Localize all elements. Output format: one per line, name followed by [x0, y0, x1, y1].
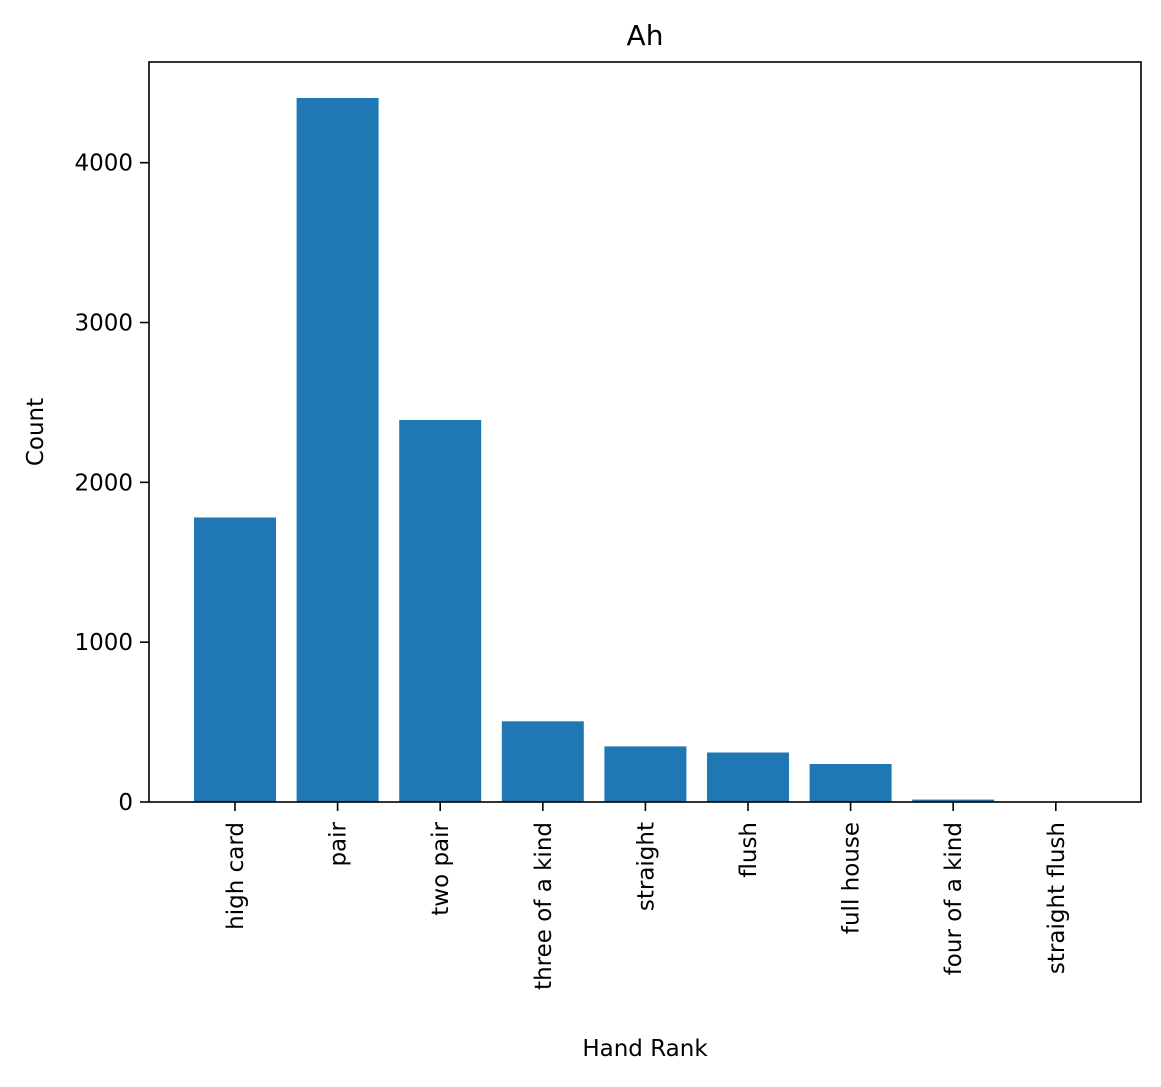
bar-flush	[707, 753, 789, 803]
x-tick-label: four of a kind	[941, 822, 967, 975]
y-tick-label: 2000	[74, 470, 133, 496]
x-tick-label: three of a kind	[531, 822, 557, 990]
chart-title: Ah	[627, 19, 664, 52]
x-tick-label: flush	[736, 822, 762, 878]
x-tick-label: straight flush	[1044, 822, 1070, 974]
x-tick-label: full house	[839, 822, 865, 934]
bar-straight	[604, 746, 686, 802]
bar-pair	[297, 98, 379, 802]
bar-high-card	[194, 518, 276, 803]
y-tick-label: 1000	[74, 630, 133, 656]
x-tick-label: straight	[633, 822, 659, 911]
x-axis-label: Hand Rank	[582, 1036, 708, 1062]
x-tick-label: pair	[326, 821, 352, 866]
y-tick-label: 4000	[74, 151, 133, 177]
bar-full-house	[810, 764, 892, 802]
y-tick-label: 0	[118, 790, 133, 816]
bar-three-of-a-kind	[502, 721, 584, 802]
x-tick-label: two pair	[428, 821, 454, 915]
x-tick-label: high card	[223, 822, 249, 930]
y-tick-label: 3000	[74, 311, 133, 337]
bar-two-pair	[399, 420, 481, 802]
y-axis-label: Count	[23, 398, 49, 466]
